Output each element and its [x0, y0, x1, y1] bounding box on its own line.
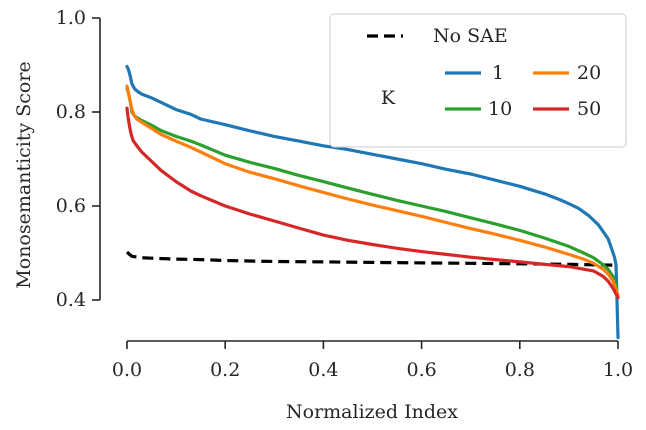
- y-tick-label: 1.0: [56, 7, 86, 29]
- legend-group-title-k: K: [381, 87, 396, 109]
- x-tick-label: 0.0: [112, 359, 142, 381]
- series: [125, 64, 620, 340]
- x-tick-label: 1.0: [603, 359, 633, 381]
- series-line-no-sae: [125, 250, 619, 267]
- x-tick-label: 0.6: [406, 359, 436, 381]
- y-tick-label: 0.8: [56, 101, 86, 123]
- y-axis-title: Monosemanticity Score: [13, 61, 35, 288]
- ticks: 0.4 0.6 0.8 1.0 0.0 0.2 0.4 0.6 0.8 1.0: [56, 7, 633, 381]
- series-line-k20: [125, 84, 620, 297]
- legend-frame: [329, 13, 627, 148]
- series-line-k1: [125, 64, 620, 340]
- axes: [99, 18, 618, 342]
- legend-label-k1: 1: [492, 62, 504, 84]
- legend-label-k50: 50: [577, 98, 601, 120]
- x-axis-title: Normalized Index: [286, 401, 458, 423]
- y-tick-label: 0.4: [56, 289, 86, 311]
- x-tick-label: 0.2: [210, 359, 240, 381]
- x-tick-label: 0.4: [308, 359, 338, 381]
- series-line-k50: [125, 106, 620, 300]
- legend-label-no-sae: No SAE: [433, 25, 508, 47]
- legend-label-k10: 10: [488, 98, 512, 120]
- x-tick-label: 0.8: [505, 359, 535, 381]
- y-tick-label: 0.6: [56, 195, 86, 217]
- legend-label-k20: 20: [577, 62, 601, 84]
- legend: No SAE K 1 20 10 50: [329, 13, 627, 148]
